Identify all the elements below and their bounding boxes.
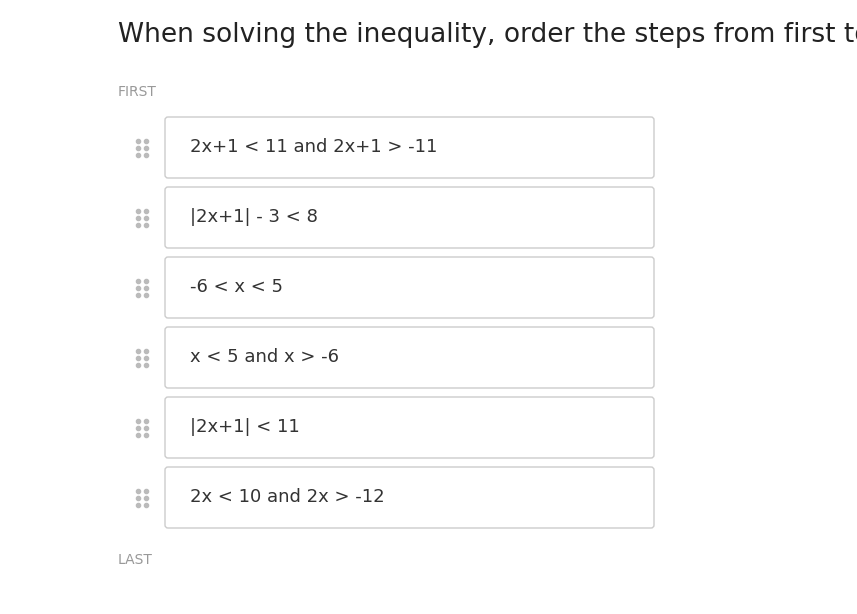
Text: FIRST: FIRST <box>118 85 157 99</box>
FancyBboxPatch shape <box>165 257 654 318</box>
Text: x < 5 and x > -6: x < 5 and x > -6 <box>190 349 339 367</box>
FancyBboxPatch shape <box>165 467 654 528</box>
Text: |2x+1| < 11: |2x+1| < 11 <box>190 419 300 437</box>
Text: 2x < 10 and 2x > -12: 2x < 10 and 2x > -12 <box>190 489 385 507</box>
Text: LAST: LAST <box>118 553 153 567</box>
FancyBboxPatch shape <box>165 397 654 458</box>
FancyBboxPatch shape <box>165 187 654 248</box>
Text: |2x+1| - 3 < 8: |2x+1| - 3 < 8 <box>190 209 318 227</box>
Text: When solving the inequality, order the steps from first to last.: When solving the inequality, order the s… <box>118 22 857 48</box>
FancyBboxPatch shape <box>165 117 654 178</box>
FancyBboxPatch shape <box>165 327 654 388</box>
Text: -6 < x < 5: -6 < x < 5 <box>190 279 283 297</box>
Text: 2x+1 < 11 and 2x+1 > -11: 2x+1 < 11 and 2x+1 > -11 <box>190 139 437 157</box>
